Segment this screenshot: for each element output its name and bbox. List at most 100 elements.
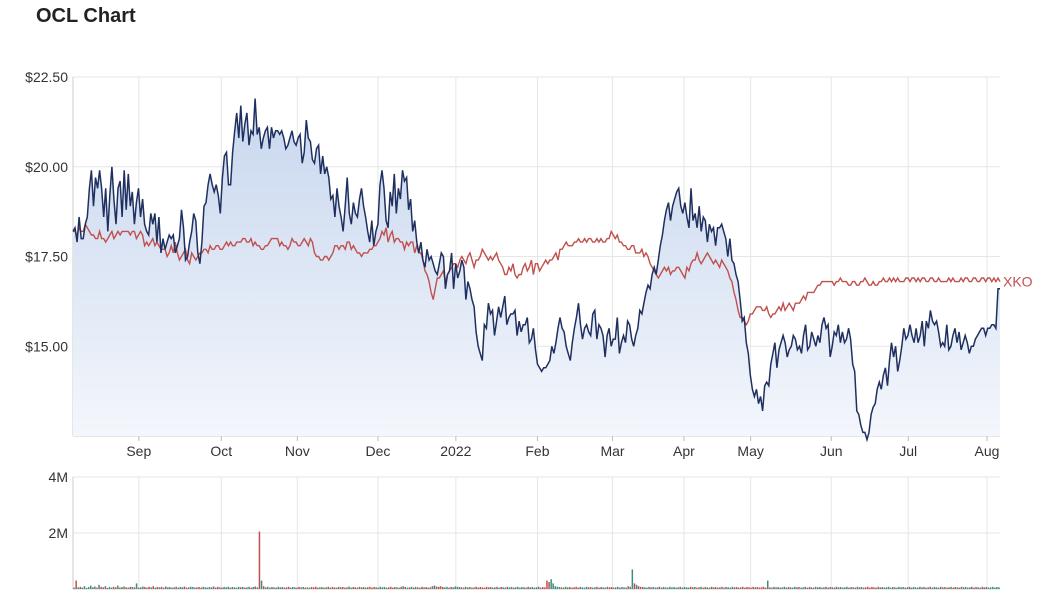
volume-bar <box>181 587 184 589</box>
volume-bar <box>794 586 796 589</box>
volume-bar <box>367 587 369 589</box>
volume-bar <box>521 587 523 589</box>
volume-bar <box>544 587 546 589</box>
volume-bar <box>248 586 250 589</box>
volume-bar <box>733 587 736 589</box>
volume-bar <box>175 586 177 589</box>
volume-bar <box>108 587 111 589</box>
volume-bar <box>964 587 967 589</box>
volume-bar <box>190 586 192 589</box>
volume-bar <box>373 587 375 589</box>
volume-bar <box>94 586 96 589</box>
volume-bar <box>639 586 642 589</box>
volume-bar <box>252 587 254 589</box>
volume-bar <box>729 587 731 589</box>
volume-bar <box>692 587 694 589</box>
volume-bar <box>260 580 263 589</box>
volume-bar <box>360 587 363 589</box>
volume-bar <box>804 586 806 589</box>
volume-bar <box>908 586 911 589</box>
volume-bar <box>948 587 950 589</box>
volume-bar <box>702 587 704 589</box>
volume-bar <box>698 587 700 589</box>
volume-bar <box>119 587 121 589</box>
volume-bar <box>858 587 861 589</box>
volume-bar <box>283 587 286 589</box>
volume-bar <box>254 586 256 589</box>
volume-bar <box>294 587 296 589</box>
x-tick-label: Feb <box>525 443 549 459</box>
volume-bar <box>589 587 592 589</box>
volume-bar <box>150 587 152 589</box>
volume-bar <box>671 587 673 589</box>
price-panel: $22.50 $20.00 $17.50 $15.00 Sep Oct Nov Dec 2022… <box>25 69 1033 459</box>
volume-bar <box>581 587 584 589</box>
volume-bar <box>450 587 452 589</box>
vol-y-tick-label: 4M <box>49 469 68 485</box>
volume-bar <box>287 586 290 589</box>
volume-bar <box>712 587 715 589</box>
volume-bar <box>677 587 679 589</box>
volume-bar <box>171 587 173 589</box>
volume-bar <box>146 587 148 589</box>
volume-bar <box>798 587 800 589</box>
volume-bar <box>573 587 575 589</box>
volume-bar <box>748 587 750 589</box>
volume-bar <box>539 587 542 589</box>
volume-bar <box>552 583 554 589</box>
volume-bar <box>708 587 711 589</box>
volume-bar <box>383 587 386 589</box>
volume-bar <box>162 587 165 589</box>
volume-bar <box>971 586 973 589</box>
volume-bar <box>500 587 502 589</box>
volume-bar <box>392 587 394 589</box>
volume-bar <box>600 587 602 589</box>
volume-bar <box>494 587 496 589</box>
volume-bar <box>185 587 188 589</box>
volume-bar <box>635 584 638 589</box>
volume-bar <box>789 587 792 589</box>
x-tick-label: Jul <box>899 443 917 459</box>
volume-bar <box>981 586 984 589</box>
volume-bar <box>81 587 84 589</box>
volume-bar <box>454 586 456 589</box>
volume-bar <box>412 587 415 589</box>
volume-bar <box>937 587 940 589</box>
volume-bar <box>654 587 656 589</box>
volume-bar <box>844 587 846 589</box>
volume-bar <box>548 582 550 589</box>
x-tick-label: Oct <box>210 443 232 459</box>
volume-bar <box>496 586 498 589</box>
volume-bar <box>329 587 331 589</box>
volume-bar <box>925 587 927 589</box>
volume-bar <box>206 587 209 589</box>
volume-bar <box>354 587 356 589</box>
volume-bar <box>256 587 259 589</box>
volume-bar <box>689 586 692 589</box>
volume-bar <box>542 587 544 589</box>
volume-bar <box>527 586 529 589</box>
volume-bar <box>217 586 219 589</box>
volume-bar <box>156 587 159 589</box>
volume-bar <box>648 586 650 589</box>
volume-bar <box>362 587 365 589</box>
volume-bar <box>198 587 200 589</box>
volume-bar <box>556 586 559 589</box>
volume-bar <box>125 587 127 589</box>
volume-bar <box>839 587 842 589</box>
volume-bar <box>240 587 242 589</box>
volume-bar <box>512 587 515 589</box>
volume-bar <box>315 586 317 589</box>
volume-bar <box>290 587 292 589</box>
volume-bar <box>775 587 777 589</box>
volume-bar <box>321 587 323 589</box>
volume-bar <box>664 587 667 589</box>
volume-bar <box>585 586 588 589</box>
volume-bar <box>898 586 900 589</box>
volume-bar <box>769 587 771 589</box>
volume-bar <box>464 586 467 589</box>
x-tick-label: Apr <box>673 443 695 459</box>
volume-bar <box>258 531 261 589</box>
volume-bar <box>783 586 786 589</box>
volume-bar <box>633 583 636 589</box>
